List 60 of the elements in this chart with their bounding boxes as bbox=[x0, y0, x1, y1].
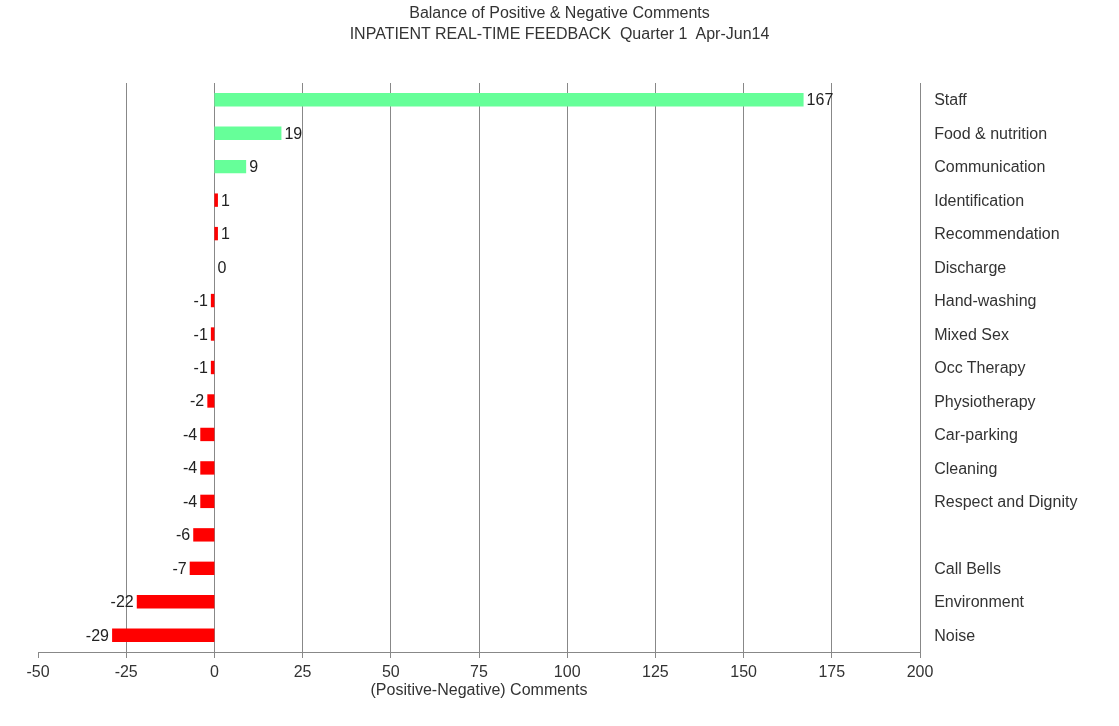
data-label: 1 bbox=[220, 191, 230, 209]
x-tick-label: 100 bbox=[553, 663, 581, 681]
bar bbox=[189, 561, 215, 576]
data-label: 1 bbox=[220, 225, 230, 243]
bar bbox=[214, 159, 247, 174]
y-tick-label: Staff bbox=[934, 91, 968, 109]
data-label: -4 bbox=[182, 459, 198, 477]
x-tick-label: 150 bbox=[730, 663, 758, 681]
y-tick-label: Identification bbox=[934, 191, 1025, 209]
y-tick-label: Cleaning bbox=[934, 459, 998, 477]
bar bbox=[214, 226, 218, 241]
bar bbox=[112, 628, 215, 642]
bar bbox=[207, 394, 215, 408]
y-tick-label: Occ Therapy bbox=[934, 359, 1026, 377]
bar bbox=[136, 595, 215, 609]
data-label: -2 bbox=[190, 392, 205, 410]
data-label: -4 bbox=[182, 425, 198, 443]
data-label: 9 bbox=[249, 158, 259, 176]
x-tick-label: -50 bbox=[26, 663, 50, 681]
x-tick-label: 25 bbox=[293, 663, 312, 681]
bar bbox=[214, 126, 282, 140]
bar bbox=[200, 494, 215, 509]
x-tick-label: 200 bbox=[906, 663, 934, 681]
y-tick-label: Hand-washing bbox=[934, 292, 1037, 310]
y-tick-label: Environment bbox=[934, 593, 1025, 611]
y-tick-label: Call Bells bbox=[934, 559, 1001, 577]
x-tick-label: 50 bbox=[381, 663, 400, 681]
data-label: -1 bbox=[193, 292, 208, 310]
bar bbox=[214, 93, 804, 107]
x-tick-label: 125 bbox=[642, 663, 669, 681]
y-tick-label: Recommendation bbox=[934, 225, 1060, 243]
data-label: -22 bbox=[110, 593, 134, 611]
data-label: -4 bbox=[182, 492, 198, 510]
data-label: -6 bbox=[175, 526, 191, 544]
y-tick-label: Mixed Sex bbox=[934, 325, 1009, 343]
chart-subtitle: INPATIENT REAL-TIME FEEDBACK Quarter 1 Apr-Jun14 bbox=[349, 24, 770, 42]
x-tick-label: -25 bbox=[114, 663, 138, 681]
y-tick-label: Car-parking bbox=[934, 426, 1018, 444]
data-label: 0 bbox=[217, 258, 227, 276]
data-label: -1 bbox=[193, 325, 208, 343]
x-axis-title: (Positive-Negative) Comments bbox=[370, 680, 588, 698]
y-tick-label: Food & nutrition bbox=[934, 124, 1048, 142]
y-tick-label: Noise bbox=[934, 626, 976, 644]
y-tick-label: Discharge bbox=[934, 258, 1007, 276]
data-label: 167 bbox=[806, 91, 834, 109]
x-tick-label: 75 bbox=[470, 663, 488, 681]
chart-title: Balance of Positive & Negative Comments bbox=[409, 4, 710, 22]
y-tick-label: Communication bbox=[934, 158, 1046, 176]
y-tick-label: Respect and Dignity bbox=[934, 492, 1078, 510]
data-label: 19 bbox=[284, 124, 303, 142]
x-tick-label: 0 bbox=[209, 663, 219, 681]
data-label: -7 bbox=[172, 559, 187, 577]
bar bbox=[200, 427, 215, 442]
bar bbox=[193, 528, 215, 542]
data-label: -29 bbox=[85, 626, 110, 644]
y-tick-label: Physiotherapy bbox=[934, 392, 1036, 410]
data-label: -1 bbox=[193, 359, 208, 376]
bar bbox=[200, 461, 215, 475]
x-tick-label: 175 bbox=[818, 663, 846, 681]
bar bbox=[214, 193, 218, 207]
